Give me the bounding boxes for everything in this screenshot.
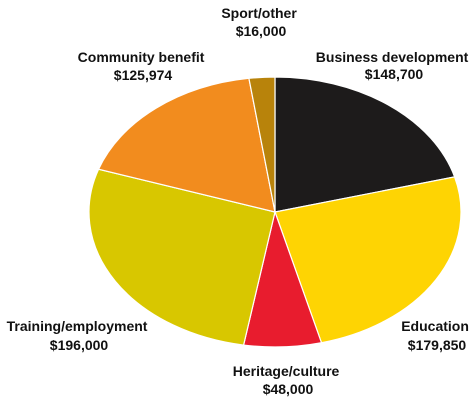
label-business-development-value: $148,700: [365, 66, 424, 82]
svg-text:Training/employment $196,0: Training/employment $196,000: [7, 318, 152, 353]
pie-slice-business-development: [274, 76, 456, 213]
label-heritage-culture-value: $48,000: [263, 381, 314, 397]
svg-text:Education $179,850: Education $179,850: [401, 318, 473, 353]
label-community-benefit-name: Community benefit: [78, 49, 205, 65]
label-sport-other-name: Sport/other: [221, 5, 297, 21]
pie-slice-community-benefit: [97, 77, 276, 213]
svg-text:Sport/other $16,000: Sport/other $16,000: [221, 5, 300, 39]
label-community-benefit-value: $125,974: [114, 67, 173, 83]
label-business-development-name: Business development: [316, 49, 469, 65]
label-education-value: $179,850: [408, 337, 467, 353]
pie-slices: [88, 76, 462, 348]
label-sport-other-value: $16,000: [236, 23, 287, 39]
label-heritage-culture-name: Heritage/culture: [233, 363, 340, 379]
label-education-name: Education: [401, 318, 469, 334]
pie-slice-training-employment: [88, 168, 276, 346]
label-training-employment-value: $196,000: [50, 337, 109, 353]
svg-text:Business development $148,: Business development $148,700: [316, 49, 472, 82]
pie-slice-education: [274, 176, 462, 344]
svg-text:Community benefit $125,974: Community benefit $125,974: [78, 49, 209, 83]
svg-text:Heritage/culture $48,000: Heritage/culture $48,000: [233, 363, 343, 397]
pie-slice-sport-other: [248, 76, 276, 213]
label-training-employment-name: Training/employment: [7, 318, 148, 334]
